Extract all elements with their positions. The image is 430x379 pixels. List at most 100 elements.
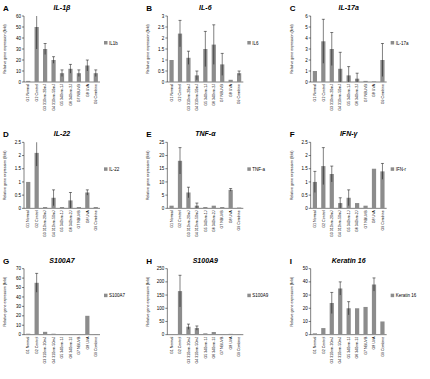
x-tick-label: G8 UVA (372, 210, 376, 224)
error-cap (339, 52, 342, 53)
bar (94, 207, 98, 208)
error-bar (179, 148, 182, 174)
panel-label: G (3, 257, 9, 266)
y-tick (309, 208, 311, 209)
y-tick-label: 0.5 (158, 69, 165, 74)
y-tick (309, 321, 311, 322)
error-bar (35, 142, 38, 166)
legend-label: IL1b (109, 41, 118, 46)
y-tick (22, 27, 24, 28)
y-tick-label: 10 (16, 69, 22, 74)
error-line (348, 190, 349, 206)
y-tick (22, 49, 24, 50)
bar (355, 203, 359, 208)
y-tick-label: 2.5 (158, 25, 165, 30)
x-tick-label: G2 Control (178, 210, 182, 228)
bar (372, 285, 376, 335)
error-cap (381, 43, 384, 44)
x-tick-label: G6 340nm-2J (212, 84, 216, 106)
error-bar (94, 70, 97, 77)
x-tick-label: G4 310nm-50mJ (195, 84, 199, 111)
y-axis-label: Relative gene expression (fold) (146, 151, 150, 201)
legend-label: TNF-a (252, 167, 265, 172)
error-bar (347, 302, 350, 315)
legend-label: IL-17a (396, 41, 409, 46)
error-bar (204, 31, 207, 66)
panel: AIL-1βRelative gene expression (fold)010… (3, 4, 118, 111)
x-tick-label: G1 Normal (313, 336, 317, 354)
panel-label: H (146, 257, 152, 266)
error-line (323, 19, 324, 63)
x-tick-label: G3 310nm-20mJ (187, 210, 191, 237)
x-tick-label: G8 UVA (372, 83, 376, 97)
panel: GS100A7Relative gene expression (fold)01… (3, 257, 126, 364)
y-tick (309, 168, 311, 169)
bar (51, 333, 55, 334)
x-tick-label: G3 310nm-20mJ (330, 84, 334, 111)
y-tick (22, 38, 24, 39)
y-tick-label: 1 (162, 58, 165, 63)
y-tick-label: 1 (18, 180, 21, 185)
bar (220, 207, 224, 208)
y-tick-label: 0 (305, 80, 308, 85)
y-tick-label: 3 (162, 14, 165, 19)
bar (212, 206, 216, 209)
error-cap (356, 73, 359, 74)
y-tick (22, 325, 24, 326)
x-tick-label: G1 Normal (26, 210, 30, 228)
y-tick (22, 306, 24, 307)
error-line (62, 70, 63, 77)
error-cap (347, 189, 350, 190)
x-tick-label: G9 Combine (237, 84, 241, 104)
y-tick (309, 308, 311, 309)
panel: HS100A9Relative gene expression (fold)05… (146, 257, 269, 364)
y-tick (309, 281, 311, 282)
y-tick (22, 334, 24, 335)
error-bar (35, 16, 38, 49)
x-tick-label: G3 310nm-20mJ (43, 210, 47, 237)
error-line (53, 190, 54, 206)
error-line (213, 25, 214, 65)
x-tick-label: G6 340nm-2J (69, 336, 73, 358)
error-line (188, 324, 189, 329)
x-tick-label: G4 310nm-50mJ (195, 336, 199, 363)
y-tick-label: 70 (16, 266, 22, 271)
y-tick-label: 2.5 (301, 140, 308, 145)
bar (363, 307, 367, 335)
x-tick-label: G7 NBUVB (364, 83, 368, 102)
y-axis-label: Relative gene expression (fold) (290, 277, 294, 327)
bar (26, 333, 30, 334)
error-cap (204, 31, 207, 32)
x-tick-label: G8 UVA (86, 210, 90, 224)
y-tick-label: 20 (16, 58, 22, 63)
error-cap (52, 189, 55, 190)
error-bar (330, 166, 333, 182)
legend-swatch (391, 294, 395, 298)
panel: ETNF-αRelative gene expression (fold)051… (146, 130, 265, 237)
y-axis (24, 142, 25, 208)
y-tick (309, 181, 311, 182)
error-line (87, 190, 88, 195)
error-cap (238, 71, 241, 72)
error-bar (322, 148, 325, 185)
x-tick-label: G9 Combine (237, 210, 241, 230)
bar (77, 334, 81, 335)
y-tick (165, 60, 167, 61)
y-tick-label: 0 (162, 80, 165, 85)
y-axis (310, 269, 311, 335)
x-tick-label: G1 Normal (170, 336, 174, 354)
bar (169, 334, 173, 335)
error-bar (86, 190, 89, 195)
panel-label: F (290, 130, 295, 139)
y-tick (165, 49, 167, 50)
error-bar (187, 187, 190, 198)
y-tick-label: 0 (305, 206, 308, 211)
x-tick-label: G7 NBUVB (220, 210, 224, 229)
error-line (314, 171, 315, 192)
panel: CIL-17aRelative gene expression (fold)01… (290, 4, 409, 111)
title: IL-17a (339, 4, 359, 11)
y-tick (309, 49, 311, 50)
marks (313, 278, 385, 335)
error-cap (339, 281, 342, 282)
error-line (331, 33, 332, 66)
